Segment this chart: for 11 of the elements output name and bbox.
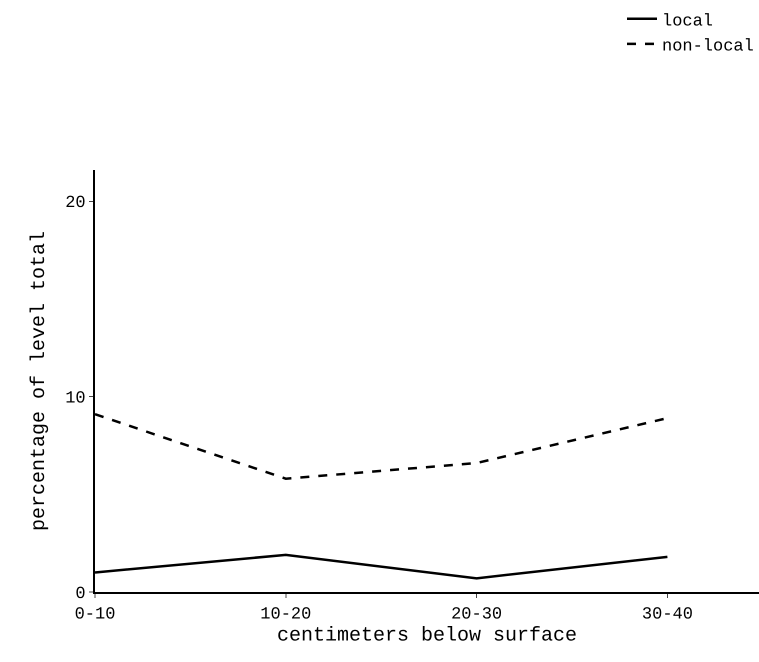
y-tick-label: 10 (65, 390, 86, 409)
x-tick-label: 20-30 (451, 605, 502, 624)
x-tick-label: 10-20 (260, 605, 312, 624)
y-axis-title: percentage of level total (28, 230, 52, 532)
legend-label: non-local (662, 37, 754, 56)
x-tick-label: 30-40 (642, 605, 693, 624)
y-tick-label: 0 (75, 584, 86, 604)
y-tick-label: 20 (65, 194, 86, 214)
x-tick-label: 0-10 (74, 605, 116, 624)
x-axis-title: centimeters below surface (276, 624, 578, 648)
legend-label: local (662, 12, 714, 32)
